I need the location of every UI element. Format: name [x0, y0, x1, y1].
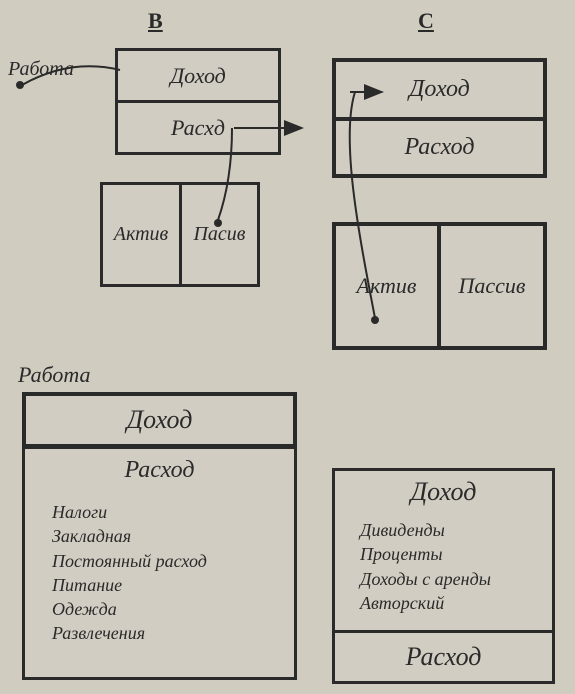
b-expense-cell: Расхд — [117, 101, 279, 153]
label-work-top: Работа — [8, 58, 74, 81]
label-work-mid: Работа — [18, 362, 91, 388]
list-item: Налоги — [52, 500, 282, 524]
list-item: Одежда — [52, 597, 282, 621]
list-item: Питание — [52, 573, 282, 597]
c-liability-cell: Пассив — [438, 225, 544, 347]
c-expense-cell: Расход — [335, 118, 544, 175]
list-item: Развлечения — [52, 621, 282, 645]
header-B: В — [148, 8, 163, 34]
list-item: Авторский — [360, 591, 550, 615]
list-item: Доходы с аренды — [360, 567, 550, 591]
b-expense-list: Налоги Закладная Постоянный расход Питан… — [52, 500, 282, 646]
header-C: С — [418, 8, 434, 34]
c-large-expense-title: Расход — [335, 633, 552, 681]
list-item: Проценты — [360, 542, 550, 566]
c-asset-cell: Актив — [335, 225, 438, 347]
c-income-list: Дивиденды Проценты Доходы с аренды Автор… — [360, 518, 550, 615]
b-asset-cell: Актив — [102, 184, 180, 285]
b-liability-cell: Пасив — [180, 184, 258, 285]
b-income-cell: Доход — [117, 50, 279, 101]
c-income-cell: Доход — [335, 61, 544, 118]
b-large-expense-title: Расход — [25, 449, 294, 491]
c-large-income-title: Доход — [335, 471, 552, 513]
b-large-income-title: Доход — [25, 395, 294, 445]
list-item: Дивиденды — [360, 518, 550, 542]
list-item: Постоянный расход — [52, 549, 282, 573]
list-item: Закладная — [52, 524, 282, 548]
work-dot — [16, 81, 24, 89]
